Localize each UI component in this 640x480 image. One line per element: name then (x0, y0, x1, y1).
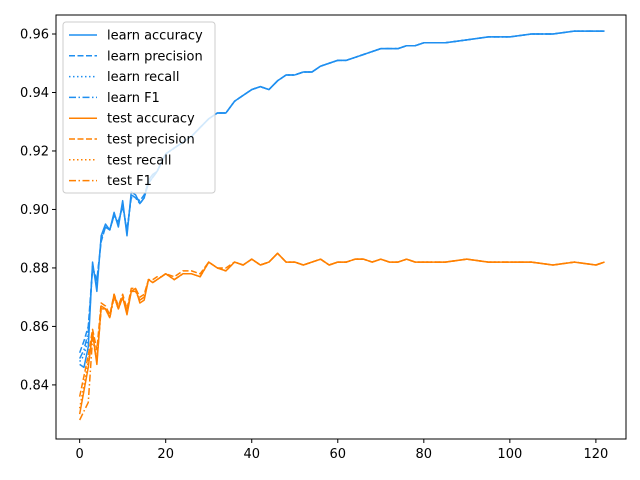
legend: learn accuracy learn precision learn recal… (62, 21, 216, 194)
axes-frame (55, 14, 627, 440)
series-line-test-f1 (78, 252, 605, 421)
y-tick-label: 0.92 (20, 144, 49, 159)
legend-label: test accuracy (107, 112, 195, 127)
legend-items: learn accuracy learn precision learn recal… (69, 29, 203, 189)
series-line-learn-f1 (78, 30, 605, 359)
x-tick-label: 100 (497, 447, 522, 462)
x-tick-label: 60 (330, 447, 347, 462)
x-axis: 0 20 40 60 80 100 120 (76, 439, 608, 462)
y-tick-label: 0.86 (20, 320, 49, 335)
legend-label: test precision (107, 133, 195, 148)
plot-area (78, 30, 605, 421)
y-axis: 0.84 0.86 0.88 0.90 0.92 0.94 0.96 (20, 28, 56, 393)
legend-label: test F1 (107, 174, 152, 189)
y-tick-label: 0.96 (20, 28, 49, 43)
legend-label: learn accuracy (107, 29, 203, 44)
series-layer (78, 30, 605, 421)
legend-label: learn recall (107, 70, 179, 85)
legend-label: test recall (107, 153, 172, 168)
legend-label: learn precision (107, 49, 203, 64)
x-tick-label: 40 (243, 447, 260, 462)
y-tick-label: 0.88 (20, 261, 49, 276)
x-tick-label: 20 (157, 447, 174, 462)
legend-box (62, 21, 216, 194)
x-tick-label: 0 (76, 447, 84, 462)
y-tick-label: 0.84 (20, 378, 49, 393)
y-tick-label: 0.90 (20, 203, 49, 218)
legend-label: learn F1 (107, 91, 160, 106)
x-tick-label: 80 (416, 447, 433, 462)
y-tick-label: 0.94 (20, 86, 49, 101)
x-tick-label: 120 (583, 447, 608, 462)
